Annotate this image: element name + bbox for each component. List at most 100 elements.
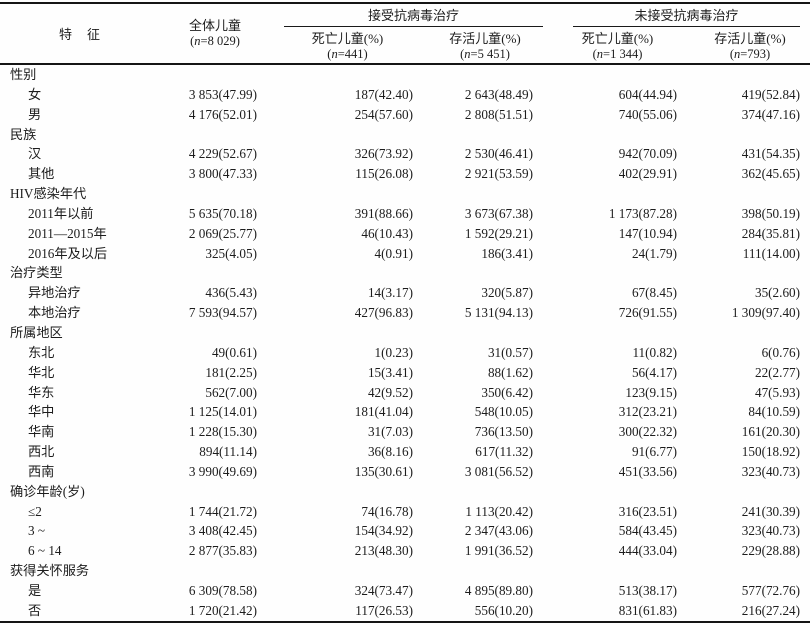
row-label: 本地治疗 bbox=[28, 305, 81, 321]
cell-no-art-dead: 726(91.55) bbox=[618, 305, 678, 321]
cell-no-art-alive: 35(2.60) bbox=[754, 285, 801, 301]
cell-art-alive: 556(10.20) bbox=[425, 600, 546, 623]
cell-no-art-dead bbox=[545, 263, 690, 283]
cell-art-alive bbox=[425, 125, 545, 145]
table-row: 华中 1 125(14.01) 181(41.04) 548(10.05) 312(23… bbox=[0, 402, 810, 422]
cell-art-alive: 186(3.41) bbox=[481, 245, 534, 261]
cell-art-dead: 326(73.92) bbox=[354, 146, 413, 162]
cell-art-alive: 1 113(20.42) bbox=[465, 503, 534, 519]
table-row: ≤2 1 744(21.72) 74(16.78) 1 113(20.42) 316(2… bbox=[0, 502, 810, 522]
cell-art-alive: 3 673(67.38) bbox=[464, 205, 534, 221]
col-header-art-dead: 死亡儿童(%) (n=441) bbox=[270, 30, 425, 65]
cell-no-art-alive: 216(27.24) bbox=[690, 600, 810, 623]
cell-art-dead: 135(30.61) bbox=[354, 463, 413, 479]
cell-art-dead: 213(48.30) bbox=[354, 543, 413, 559]
cell-no-art-dead: 740(55.06) bbox=[618, 106, 678, 122]
cell-art-dead: 254(57.60) bbox=[354, 106, 413, 122]
cell-art-alive: 548(10.05) bbox=[474, 404, 534, 420]
cell-art-dead: 154(34.92) bbox=[354, 523, 413, 539]
cell-no-art-dead: 584(43.45) bbox=[618, 523, 678, 539]
cell-all: 4 176(52.01) bbox=[188, 106, 257, 122]
cell-art-dead: 1(0.23) bbox=[374, 344, 413, 360]
cell-no-art-alive: 362(45.65) bbox=[741, 166, 801, 182]
table-row: 异地治疗 436(5.43) 14(3.17) 320(5.87) 67(8.45) 35… bbox=[0, 283, 810, 303]
all-children-title: 全体儿童 bbox=[188, 18, 241, 33]
cell-no-art-alive: 241(30.39) bbox=[741, 503, 801, 519]
row-label: 确诊年龄(岁) bbox=[10, 483, 85, 499]
cell-art-alive: 736(13.50) bbox=[474, 424, 534, 440]
cell-art-dead: 14(3.17) bbox=[367, 285, 413, 301]
row-label: 3 ~ bbox=[28, 523, 46, 539]
art-group-label: 接受抗病毒治疗 bbox=[284, 7, 544, 27]
cell-all bbox=[160, 125, 270, 145]
cell-art-alive: 5 131(94.13) bbox=[464, 305, 534, 321]
cell-no-art-dead: 316(23.51) bbox=[618, 503, 678, 519]
row-label: 民族 bbox=[10, 126, 37, 142]
feature-header-label: 特 征 bbox=[58, 27, 101, 42]
row-label: 性别 bbox=[10, 67, 37, 82]
cell-no-art-dead: 513(38.17) bbox=[618, 582, 678, 598]
cell-all bbox=[160, 184, 270, 204]
cell-all bbox=[160, 561, 270, 581]
cell-all bbox=[160, 482, 270, 502]
cell-no-art-alive: 47(5.93) bbox=[754, 384, 801, 400]
col-header-no-art-dead: 死亡儿童(%) (n=1 344) bbox=[545, 30, 691, 65]
col-header-art-alive: 存活儿童(%) (n=5 451) bbox=[425, 30, 546, 65]
cell-no-art-dead bbox=[545, 482, 690, 502]
cell-all bbox=[160, 64, 270, 85]
cell-art-alive: 2 530(46.41) bbox=[464, 146, 534, 162]
cell-all: 436(5.43) bbox=[205, 285, 257, 301]
cell-all: 5 635(70.18) bbox=[188, 205, 257, 221]
cell-art-dead: 15(3.41) bbox=[367, 364, 413, 380]
no-art-group-label: 未接受抗病毒治疗 bbox=[573, 7, 801, 27]
cell-art-dead: 42(9.52) bbox=[367, 384, 413, 400]
cell-art-alive: 4 895(89.80) bbox=[464, 582, 534, 598]
row-label: 是 bbox=[28, 582, 42, 598]
cell-all: 4 229(52.67) bbox=[188, 146, 257, 162]
cell-no-art-alive: 577(72.76) bbox=[741, 582, 801, 598]
cell-no-art-alive: 374(47.16) bbox=[741, 106, 801, 122]
group-header-no-art: 未接受抗病毒治疗 bbox=[545, 3, 810, 30]
cell-no-art-alive bbox=[690, 323, 810, 343]
cell-no-art-dead: 402(29.91) bbox=[618, 166, 678, 182]
row-label: 治疗类型 bbox=[10, 265, 63, 281]
table-row: 女 3 853(47.99) 187(42.40) 2 643(48.49) 604(4… bbox=[0, 85, 810, 105]
cell-all: 3 990(49.69) bbox=[188, 463, 257, 479]
row-label: 其他 bbox=[28, 166, 55, 182]
cell-art-dead: 391(88.66) bbox=[354, 205, 413, 221]
row-label: 东北 bbox=[28, 344, 55, 360]
cell-no-art-alive bbox=[690, 561, 810, 581]
cell-all: 1 125(14.01) bbox=[188, 404, 257, 420]
cell-art-alive: 1 592(29.21) bbox=[464, 225, 534, 241]
cell-no-art-alive bbox=[690, 263, 810, 283]
cell-all: 2 877(35.83) bbox=[188, 543, 257, 559]
table-row: 本地治疗 7 593(94.57) 427(96.83) 5 131(94.13) 72… bbox=[0, 303, 810, 323]
row-label: 西南 bbox=[28, 463, 55, 479]
cell-art-alive: 2 643(48.49) bbox=[464, 86, 534, 102]
cell-no-art-dead: 1 173(87.28) bbox=[608, 205, 678, 221]
table-row: 2011年以前 5 635(70.18) 391(88.66) 3 673(67.38… bbox=[0, 204, 810, 224]
no-art-dead-n: (n=1 344) bbox=[592, 47, 643, 61]
cell-art-alive: 350(6.42) bbox=[481, 384, 534, 400]
cell-art-alive bbox=[425, 482, 545, 502]
cell-no-art-dead: 312(23.21) bbox=[618, 404, 678, 420]
group-header-art: 接受抗病毒治疗 bbox=[270, 3, 545, 30]
cell-no-art-dead: 300(22.32) bbox=[618, 424, 678, 440]
group-row: 确诊年龄(岁) bbox=[0, 482, 810, 502]
cell-all bbox=[160, 263, 270, 283]
cell-no-art-alive: 284(35.81) bbox=[741, 225, 801, 241]
cell-art-dead: 46(10.43) bbox=[361, 225, 413, 241]
cell-all: 7 593(94.57) bbox=[188, 305, 257, 321]
cell-art-dead bbox=[270, 561, 425, 581]
row-label: 获得关怀服务 bbox=[10, 563, 90, 579]
row-label: 西北 bbox=[28, 444, 55, 460]
cell-all: 3 800(47.33) bbox=[188, 166, 257, 182]
cell-no-art-dead bbox=[545, 323, 690, 343]
cell-art-alive: 2 808(51.51) bbox=[464, 106, 534, 122]
no-art-alive-n: (n=793) bbox=[729, 47, 771, 61]
cell-art-dead: 36(8.16) bbox=[367, 444, 413, 460]
cell-no-art-dead: 11(0.82) bbox=[632, 344, 678, 360]
cell-all: 1 720(21.42) bbox=[160, 600, 270, 623]
col-header-no-art-alive: 存活儿童(%) (n=793) bbox=[690, 30, 810, 65]
group-row: 所属地区 bbox=[0, 323, 810, 343]
